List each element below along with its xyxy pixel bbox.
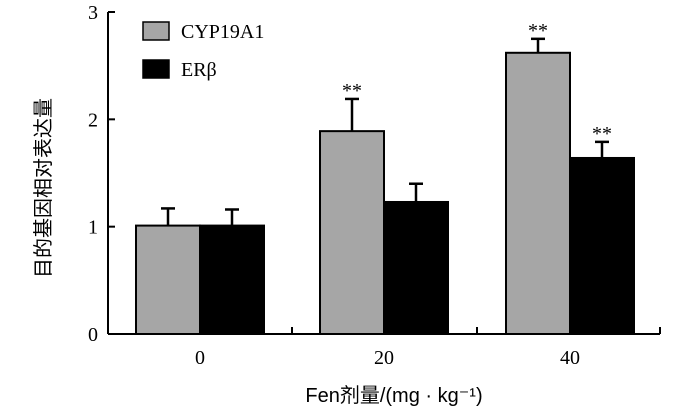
bar-er--0 bbox=[199, 224, 265, 336]
significance-marker: ** bbox=[592, 123, 612, 145]
legend-swatch bbox=[142, 59, 170, 79]
legend: CYP19A1 ERβ bbox=[142, 21, 264, 81]
x-tick-label: 0 bbox=[195, 347, 205, 369]
bar-cyp19a1-0 bbox=[135, 224, 201, 336]
y-tick-label: 0 bbox=[88, 324, 98, 346]
y-tick-label: 1 bbox=[88, 217, 98, 239]
bar-cyp19a1-40 bbox=[505, 51, 571, 336]
bar-er--40 bbox=[569, 156, 635, 335]
y-tick-label: 2 bbox=[88, 109, 98, 131]
bar-er--20 bbox=[383, 200, 449, 335]
y-tick-label: 3 bbox=[88, 2, 98, 24]
x-tick-label: 20 bbox=[374, 347, 394, 369]
x-axis-label: Fen剂量/(mg · kg⁻¹) bbox=[305, 384, 482, 407]
y-axis-label: 目的基因相对表达量 bbox=[32, 98, 55, 278]
error-bars-layer bbox=[161, 37, 609, 226]
significance-marker: ** bbox=[528, 20, 548, 42]
axes-layer: 0 1 2 3 0 20 40 bbox=[88, 2, 661, 369]
bars-layer bbox=[135, 51, 635, 336]
significance-marker: ** bbox=[342, 80, 362, 102]
legend-swatch bbox=[142, 21, 170, 41]
x-tick-label: 40 bbox=[560, 347, 580, 369]
legend-label: ERβ bbox=[181, 59, 217, 81]
legend-label: CYP19A1 bbox=[181, 21, 264, 43]
significance-layer: ** ** ** bbox=[342, 20, 612, 145]
bar-cyp19a1-20 bbox=[319, 130, 385, 335]
